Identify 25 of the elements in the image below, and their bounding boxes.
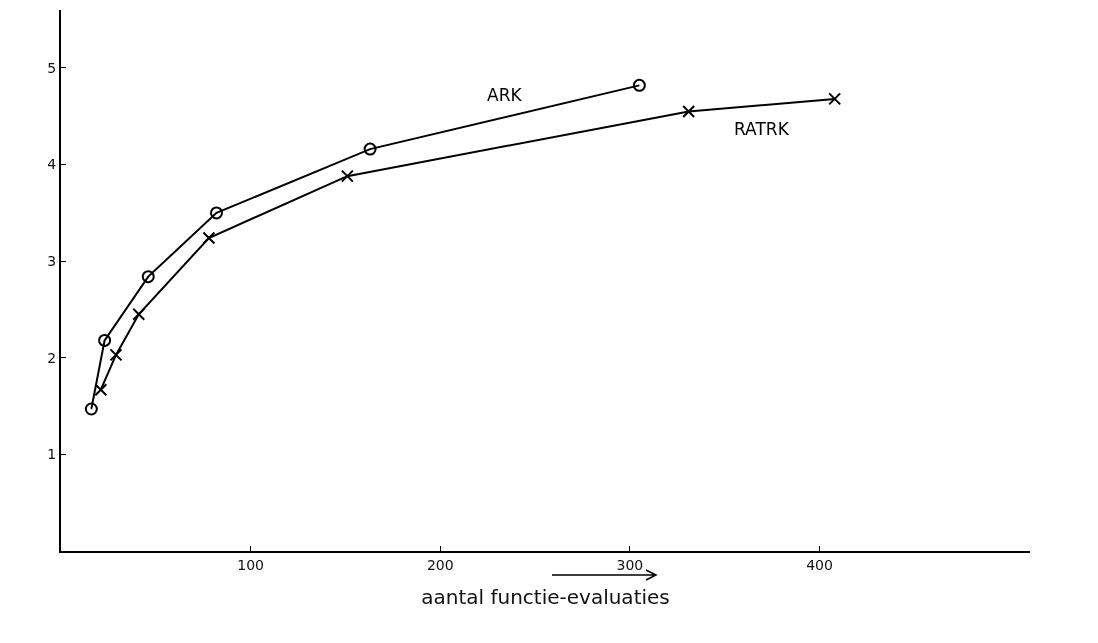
y-tick-label: 1 xyxy=(47,446,57,463)
x-axis-title: aantal functie-evaluaties xyxy=(421,584,670,609)
point xyxy=(828,92,842,106)
x-tick-label: 300 xyxy=(616,556,644,573)
point xyxy=(682,104,696,118)
point xyxy=(210,206,223,220)
point xyxy=(632,78,646,92)
y-tick-label: 4 xyxy=(47,156,57,173)
point xyxy=(109,348,123,362)
x-tick-label: 400 xyxy=(806,556,833,573)
point xyxy=(132,307,146,321)
x-tick-label: 200 xyxy=(426,556,454,573)
point xyxy=(98,333,112,347)
y-tick-label: 2 xyxy=(47,349,57,366)
point xyxy=(141,270,155,284)
y-tick-label: 5 xyxy=(47,59,57,76)
y-tick-label: 3 xyxy=(47,253,57,270)
point xyxy=(84,402,98,416)
series-label: ARK xyxy=(487,85,523,105)
point xyxy=(94,383,108,397)
point xyxy=(340,169,354,183)
point xyxy=(363,142,377,156)
point xyxy=(202,231,216,245)
series-label: RATRK xyxy=(734,119,790,139)
x-tick-label: 100 xyxy=(237,556,264,573)
